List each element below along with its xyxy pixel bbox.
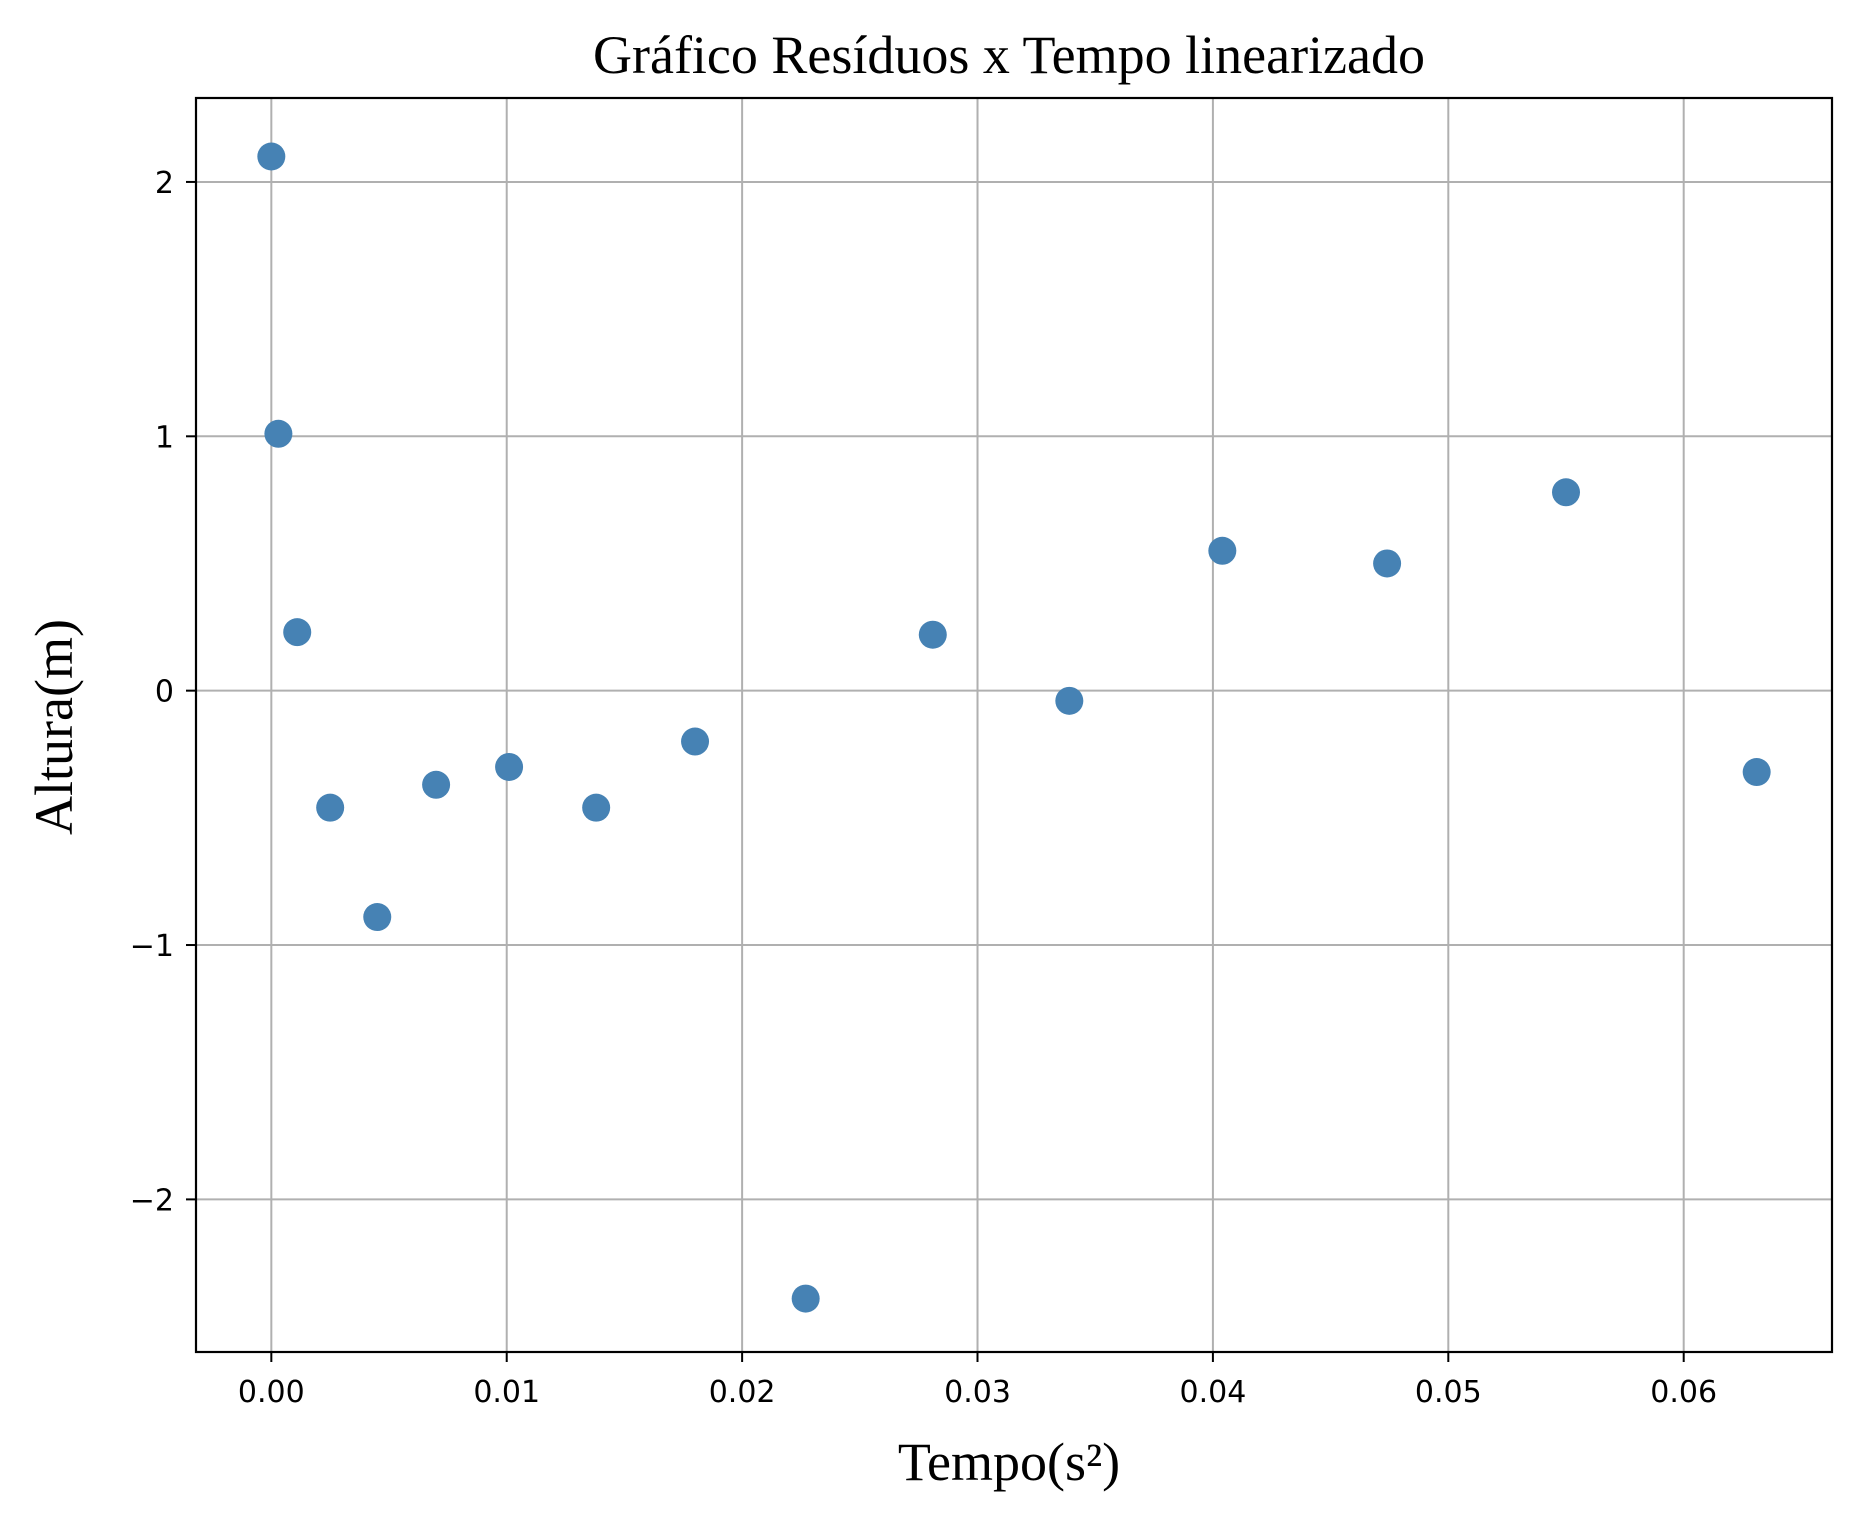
- scatter-point: [1055, 686, 1084, 715]
- x-tick-label: 0.02: [709, 1375, 776, 1410]
- x-tick-label: 0.04: [1180, 1375, 1247, 1410]
- y-axis-label: Altura(m): [24, 619, 84, 835]
- scatter-point: [582, 793, 611, 822]
- grid: [196, 98, 1832, 1352]
- scatter-point: [1373, 549, 1402, 578]
- scatter-point: [681, 727, 710, 756]
- scatter-point: [1552, 478, 1581, 507]
- scatter-point: [1742, 758, 1771, 787]
- plot-frame: [194, 96, 1834, 1354]
- chart-title: Gráfico Resíduos x Tempo linearizado: [593, 25, 1425, 85]
- y-tick-label: 1: [155, 420, 174, 455]
- scatter-point: [918, 620, 947, 649]
- scatter-point: [495, 752, 524, 781]
- x-tick-label: 0.01: [473, 1375, 540, 1410]
- y-tick-label: 2: [155, 166, 174, 201]
- x-axis-label: Tempo(s²): [898, 1432, 1120, 1492]
- y-tick-label: −2: [130, 1183, 174, 1218]
- y-tick-label: 0: [155, 675, 174, 710]
- data-points: [257, 142, 1771, 1313]
- scatter-point: [422, 770, 451, 799]
- x-tick-label: 0.06: [1650, 1375, 1717, 1410]
- scatter-point: [257, 142, 286, 171]
- scatter-point: [316, 793, 345, 822]
- y-tick-label: −1: [130, 929, 174, 964]
- x-tick-label: 0.03: [944, 1375, 1011, 1410]
- y-axis-ticks: 2 1 0 −1 −2: [130, 166, 196, 1218]
- x-axis-ticks: 0.00 0.01 0.02 0.03 0.04 0.05 0.06: [238, 1352, 1717, 1410]
- x-tick-label: 0.05: [1415, 1375, 1482, 1410]
- x-tick-label: 0.00: [238, 1375, 305, 1410]
- scatter-point: [264, 419, 293, 448]
- scatter-point: [791, 1284, 820, 1313]
- scatter-point: [363, 903, 392, 932]
- scatter-point: [1208, 536, 1237, 565]
- scatter-point: [283, 618, 312, 647]
